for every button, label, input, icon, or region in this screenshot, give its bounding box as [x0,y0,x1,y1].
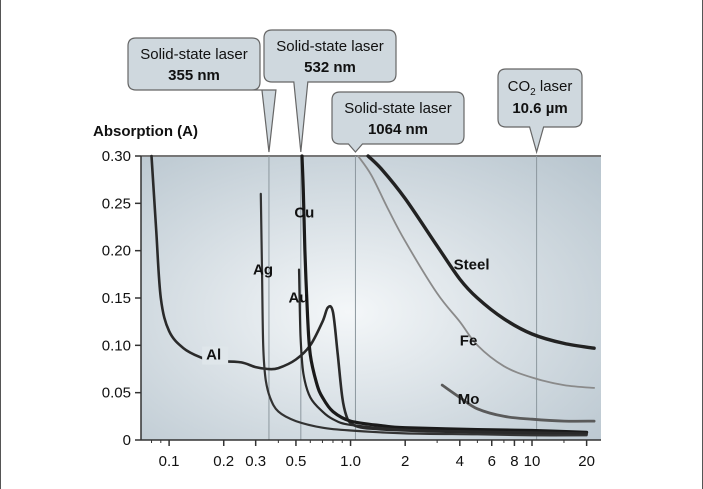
y-tick-label: 0.25 [102,195,131,212]
callout-box [127,37,277,153]
data-series [150,154,596,437]
y-axis-label: Absorption (A) [93,123,198,140]
series-line-fe [357,155,595,389]
series-label-steel: Steel [454,257,490,274]
callout-line2: 532 nm [304,59,356,76]
x-tick-label: 0.5 [286,453,307,470]
x-tick-label: 0.2 [213,453,234,470]
series-labels: Al Ag Cu Au Steel Fe Mo [202,205,490,408]
y-tick-label: 0.05 [102,385,131,402]
series-line-mo [440,383,596,423]
x-tick-label: 6 [488,453,496,470]
series-line-cu [300,154,589,434]
callout-box [497,68,583,155]
series-label-mo: Mo [458,391,480,408]
series-line-ag [259,192,588,437]
label-backdrop [202,346,229,365]
x-tick-label: 1.0 [340,453,361,470]
callout-line1: Solid-state laser [344,100,452,117]
callout-box [331,91,465,153]
callout-line2: 355 nm [168,67,220,84]
x-ticks: 0.1 0.2 0.3 0.5 1.0 2 4 6 8 10 20 [151,440,595,470]
callout-box [263,29,397,153]
y-tick-label: 0 [123,432,131,449]
x-tick-label: 4 [456,453,464,470]
callout-line2: 10.6 µm [512,100,567,117]
callout-line2: 1064 nm [368,121,428,138]
y-tick-label: 0.30 [102,148,131,165]
laser-callouts: Solid-state laser 355 nm Solid-state laser… [127,29,583,155]
y-tick-label: 0.20 [102,243,131,260]
x-tick-label: 8 [510,453,518,470]
x-tick-label: 0.1 [159,453,180,470]
series-label-ag: Ag [253,261,273,278]
y-tick-label: 0.10 [102,337,131,354]
series-label-fe: Fe [460,332,478,349]
x-tick-label: 0.3 [245,453,266,470]
callout-line1: CO2 laser [508,78,573,98]
plot-area [141,156,601,440]
series-line-au [297,268,588,435]
series-label-al: Al [206,347,221,364]
series-label-au: Au [289,290,309,307]
x-tick-label: 10 [524,453,541,470]
callout-line1: Solid-state laser [140,46,248,63]
y-tick-label: 0.15 [102,290,131,307]
y-ticks: 0.30 0.25 0.20 0.15 0.10 0.05 0 [102,148,141,449]
callout-line1: Solid-state laser [276,38,384,55]
x-tick-label: 2 [401,453,409,470]
series-line-steel [366,154,596,350]
x-tick-label: 20 [578,453,595,470]
series-label-cu: Cu [294,205,314,222]
